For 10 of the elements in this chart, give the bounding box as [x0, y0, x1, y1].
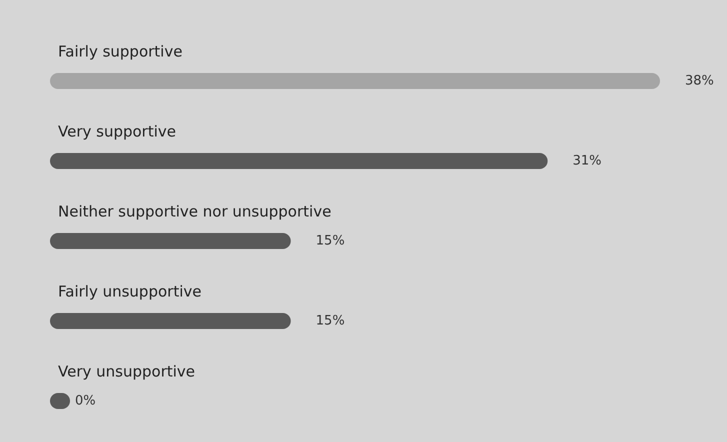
y-tick-label: Fairly supportive: [58, 42, 182, 60]
y-tick-label: Fairly unsupportive: [58, 282, 202, 300]
data-label: 15%: [316, 234, 345, 248]
data-label: 31%: [572, 154, 602, 168]
y-tick-label: Neither supportive nor unsupportive: [58, 202, 332, 220]
y-tick-label: Very supportive: [58, 122, 176, 140]
data-label: 38%: [685, 74, 714, 88]
data-label: 0%: [75, 394, 96, 408]
data-label: 15%: [316, 314, 345, 328]
y-tick-label: Very unsupportive: [58, 362, 196, 380]
